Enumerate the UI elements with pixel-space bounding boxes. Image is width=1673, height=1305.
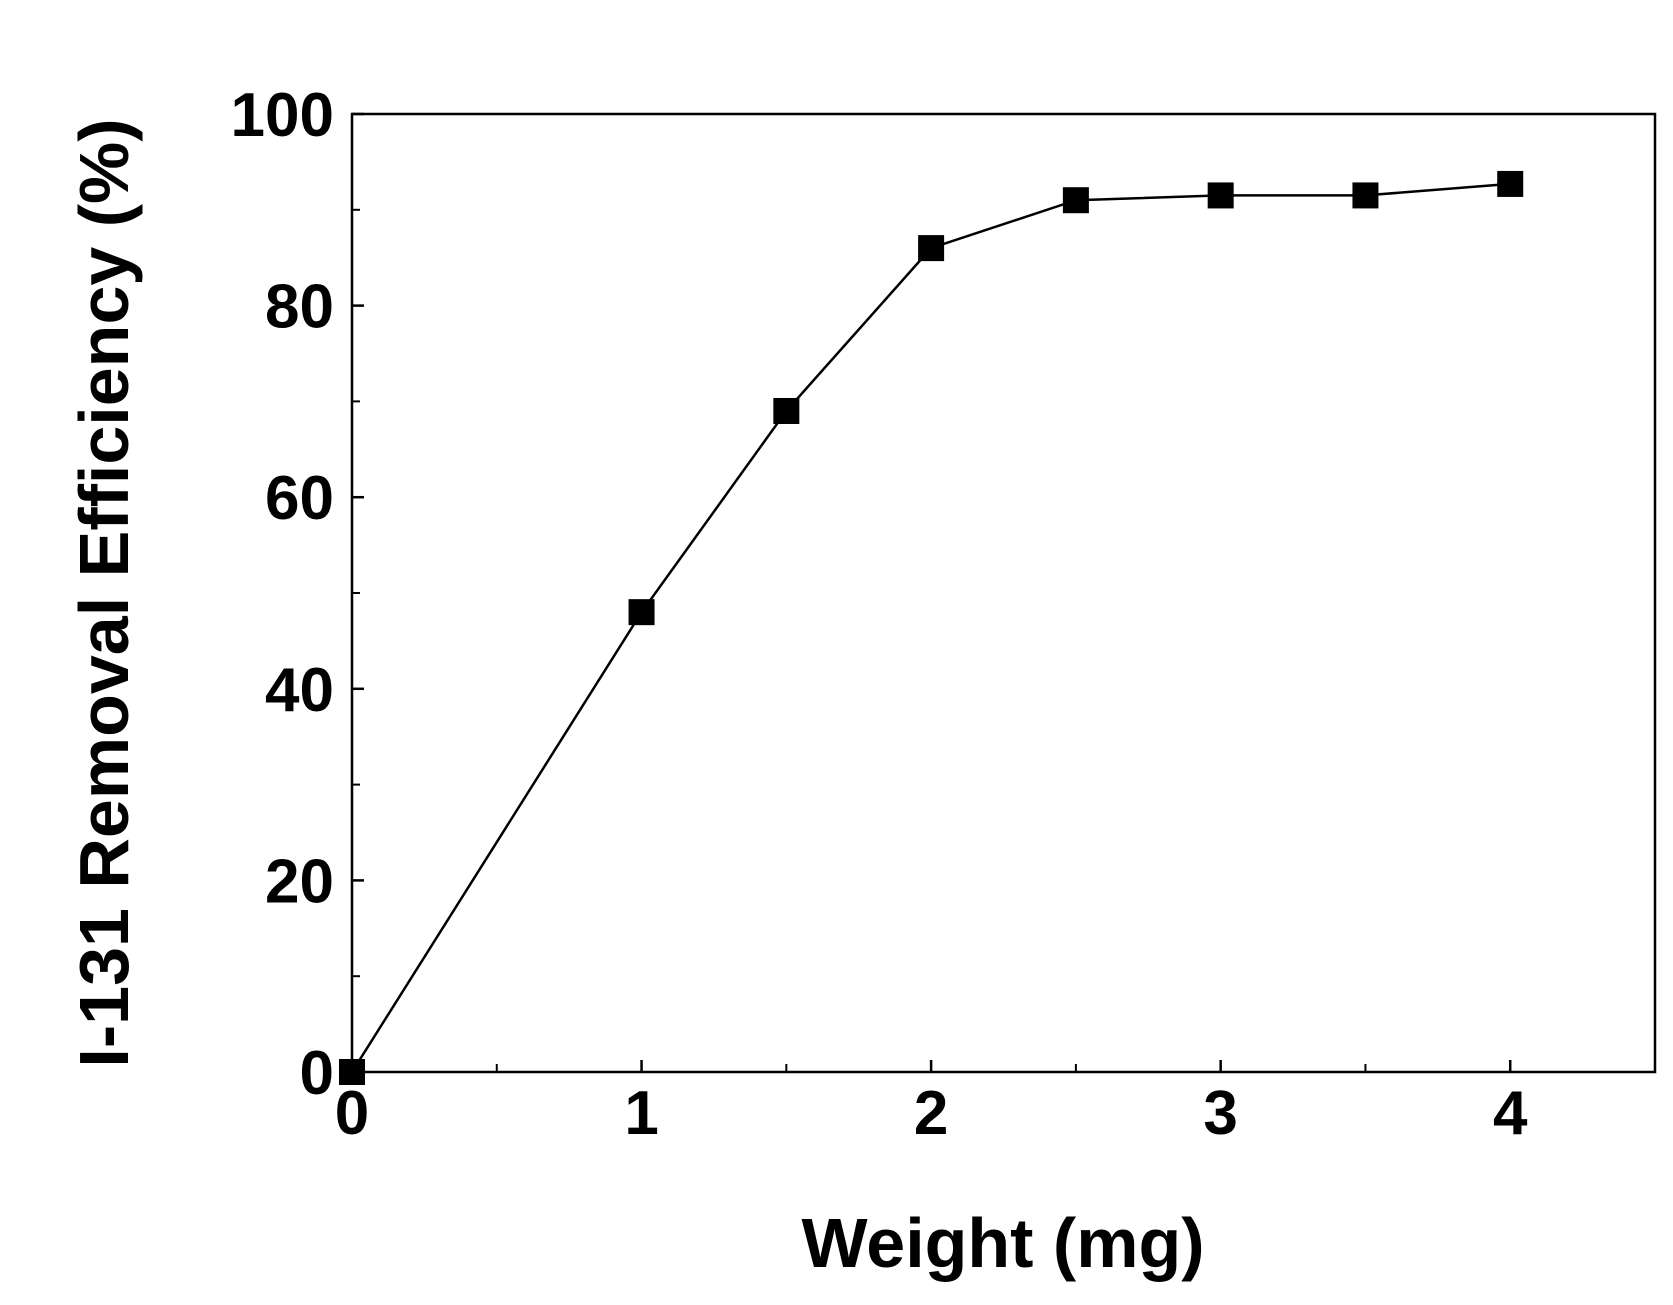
x-axis-title: Weight (mg)	[801, 1204, 1204, 1282]
data-point-marker	[1207, 182, 1234, 209]
plot-frame	[350, 112, 1657, 1074]
y-tick-label: 100	[231, 81, 334, 150]
x-tick-label: 1	[624, 1079, 658, 1148]
y-tick-label: 0	[300, 1039, 334, 1108]
y-tick-label: 60	[265, 464, 334, 533]
data-point-marker	[339, 1059, 365, 1085]
y-tick-label: 40	[265, 656, 334, 725]
x-tick-label: 2	[914, 1079, 948, 1148]
y-axis-title: I-131 Removal Efficiency (%)	[65, 118, 143, 1067]
x-tick-label: 4	[1493, 1079, 1528, 1148]
axis-ticks	[350, 112, 1512, 1074]
data-point-marker	[773, 397, 800, 424]
data-point-marker	[1062, 187, 1089, 214]
x-tick-label: 0	[335, 1079, 369, 1148]
y-tick-label: 20	[265, 847, 334, 916]
data-point-marker	[1497, 170, 1524, 197]
data-point-marker	[1352, 182, 1379, 209]
y-tick-label: 80	[265, 273, 334, 342]
x-tick-label: 3	[1203, 1079, 1237, 1148]
data-point-marker	[918, 235, 945, 262]
data-point-marker	[628, 599, 655, 626]
data-series	[339, 170, 1524, 1085]
series-line	[350, 182, 1511, 1073]
